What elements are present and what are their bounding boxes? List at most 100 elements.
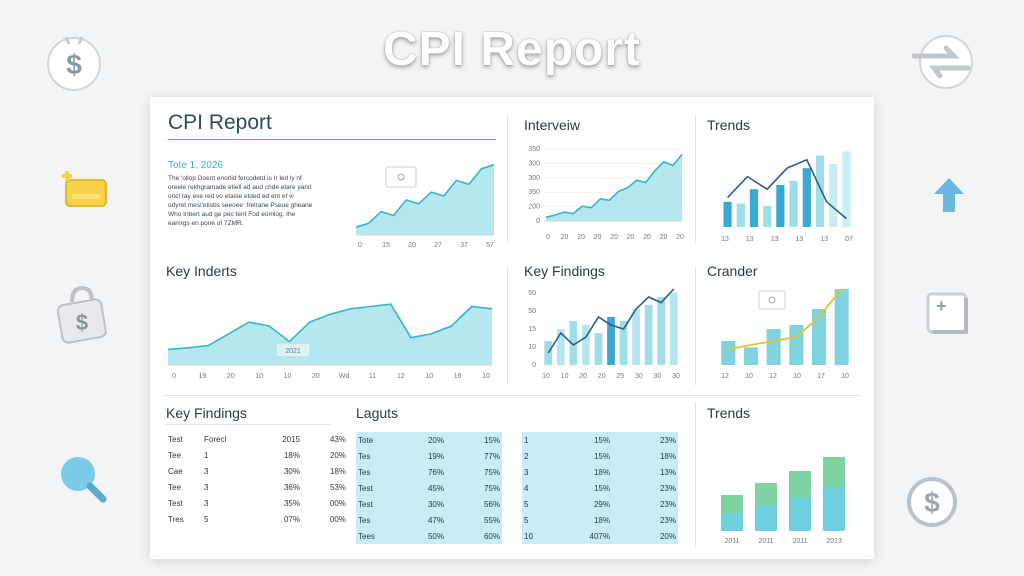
bar-segment	[789, 471, 811, 497]
table-cell: 55%	[483, 515, 500, 525]
x-tick-label: 0	[358, 242, 362, 249]
x-tick-label: 12	[397, 373, 405, 380]
x-tick-label: 13	[746, 236, 754, 243]
table-cell: 5	[524, 515, 529, 525]
layouts-table-right: 1 15% 23% 2 15% 18% 3 18% 13% 4 15% 23% 5 29% 23% 5 18% 2…	[522, 432, 678, 544]
panel-title: Key Findings	[524, 263, 605, 279]
table-cell: Tote	[358, 435, 374, 445]
tooltip-box	[758, 290, 786, 310]
divider	[166, 424, 330, 425]
table-cell: 77%	[483, 451, 500, 461]
annotation-box	[275, 342, 311, 358]
bar-segment	[823, 457, 845, 487]
svg-text:$: $	[66, 49, 82, 80]
x-tick-label: 10	[793, 373, 801, 380]
table-cell: 5	[524, 499, 529, 509]
x-tick-label: 13	[796, 236, 804, 243]
table-row: Test Forecl 2015 43%	[166, 431, 348, 447]
table-cell: 36%	[283, 482, 300, 492]
bar-segment	[755, 483, 777, 505]
interview-panel: Interveiw 350 300 300 350 200 0 0 20 20 20 20 20 20 2…	[524, 117, 684, 251]
x-tick-label: 20	[312, 373, 320, 380]
x-tick-label: 2013	[826, 538, 842, 545]
table-cell: 18%	[659, 451, 676, 461]
table-row: 4 15% 23%	[522, 480, 678, 496]
table-row: Tres 5 07% 00%	[166, 511, 348, 527]
table-cell: 3	[524, 467, 529, 477]
table-cell: 75%	[483, 467, 500, 477]
search-icon	[61, 457, 107, 503]
table-cell: 19%	[427, 451, 444, 461]
table-cell: 15%	[593, 451, 610, 461]
x-tick-label: 20	[227, 373, 235, 380]
report-title: CPI Report	[168, 111, 272, 134]
table-row: Tes 19% 77%	[356, 448, 502, 464]
bar	[802, 168, 811, 227]
cash-icon	[62, 171, 107, 207]
report-body-line: The 'ollop Doent enorlid fercodetd is Ir…	[168, 175, 302, 182]
trends-stacked-chart: 2011 2011 2011 2013	[721, 457, 845, 545]
bar	[811, 309, 827, 365]
report-body-line: eamrgs en pone of 7ZMR.	[168, 220, 244, 227]
report-body: The 'ollop Doent enorlid fercodetd is Ir…	[168, 174, 346, 228]
panel-title: Interveiw	[524, 117, 581, 133]
interview-chart: 350 300 300 350 200 0 0 20 20 20 20 20 20 20 20	[528, 146, 684, 241]
x-tick-label: 20	[627, 234, 635, 241]
table-cell: 15%	[593, 435, 610, 445]
layouts-table-left: Tote 20% 15% Tes 19% 77% Tes 76% 75% Test 45% 75% Te…	[356, 432, 502, 544]
x-tick-label: 0	[172, 373, 176, 380]
table-cell: 3	[204, 498, 209, 508]
bar	[842, 151, 851, 227]
table-cell: Tes	[358, 467, 371, 477]
svg-text:$: $	[924, 487, 940, 518]
table-cell: 1	[204, 450, 209, 460]
x-tick-label: 10	[482, 373, 490, 380]
report-card: CPI Report Tote 1, 2026 The 'ollop Doent…	[150, 97, 874, 559]
table-cell: 18%	[593, 467, 610, 477]
table-cell: Test	[168, 434, 183, 444]
table-cell: 75%	[483, 483, 500, 493]
x-tick-label: 12	[769, 373, 777, 380]
divider	[695, 267, 696, 385]
tooltip-icon	[768, 296, 776, 304]
bar	[736, 203, 745, 227]
table-cell: 35%	[283, 498, 300, 508]
dollar-coin-icon: $	[47, 36, 101, 91]
x-tick-label: 13	[771, 236, 779, 243]
x-tick-label: 20	[598, 373, 606, 380]
table-cell: 23%	[659, 483, 676, 493]
x-tick-label: 2011	[724, 538, 739, 545]
table-row: Tote 20% 15%	[356, 432, 502, 448]
table-cell: Test	[168, 498, 183, 508]
table-cell: 23%	[659, 515, 676, 525]
table-cell: 407%	[589, 531, 610, 541]
bar	[632, 309, 640, 365]
bar-segment	[721, 495, 743, 513]
x-tick-label: 0	[546, 234, 550, 241]
table-cell: Tee	[168, 450, 181, 460]
title-underline	[168, 139, 496, 140]
bar	[815, 155, 825, 227]
panel-title: Crander	[707, 263, 758, 279]
table-cell: 18%	[593, 515, 610, 525]
series-line	[545, 153, 683, 219]
x-tick-label: 10	[542, 373, 550, 380]
x-tick-label: Wd	[339, 373, 350, 380]
x-tick-label: 10	[425, 373, 433, 380]
table-cell: 13%	[659, 467, 676, 477]
panel-title: Key Inderts	[166, 263, 237, 279]
crander-panel: Crander 12 10 12 10 17 10	[707, 263, 857, 387]
plus-minus-icon: +	[926, 292, 968, 334]
table-cell: 10	[524, 531, 533, 541]
annotation-label: 2021	[285, 348, 301, 355]
bar	[569, 321, 578, 365]
tooltip-icon	[397, 173, 405, 181]
y-tick-label: 350	[528, 146, 540, 153]
bar	[619, 321, 628, 365]
x-tick-label: 20	[676, 234, 684, 241]
table-cell: Tees	[358, 531, 375, 541]
table-cell: Test	[358, 483, 373, 493]
series-line	[728, 288, 843, 350]
area-fill	[168, 304, 492, 365]
x-tick-label: 20	[579, 373, 587, 380]
